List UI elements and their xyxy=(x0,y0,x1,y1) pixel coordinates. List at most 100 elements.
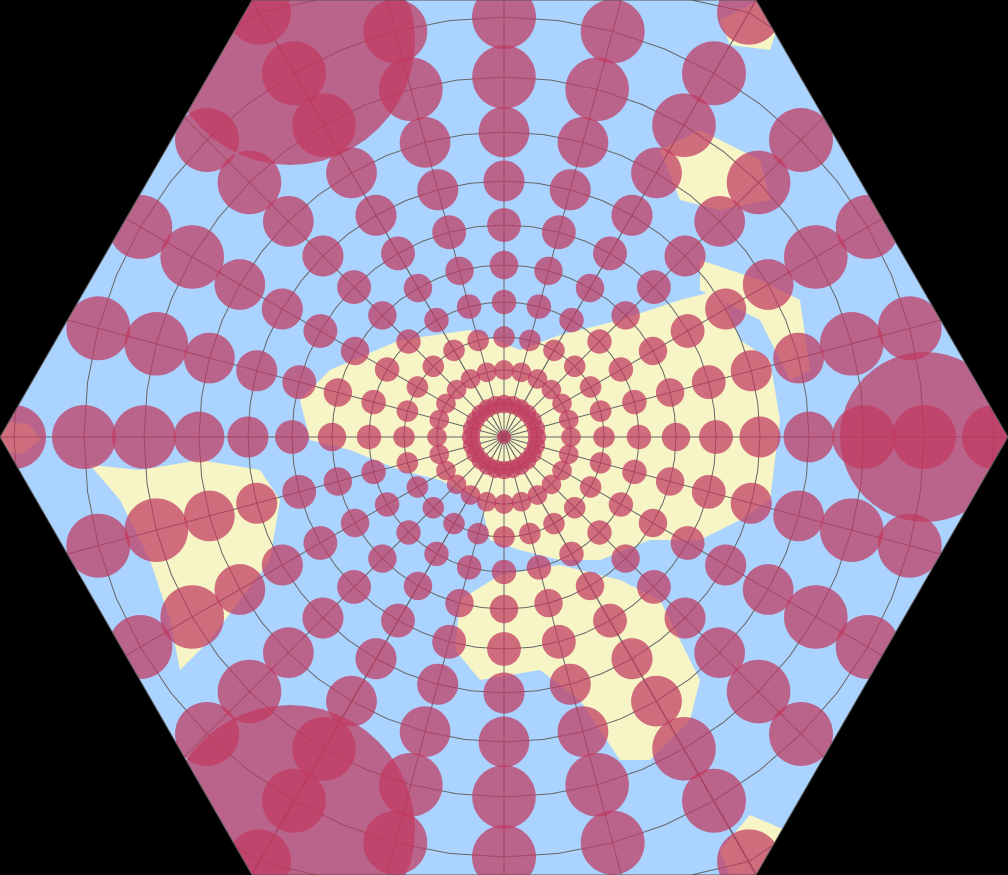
tissot-indicatrix xyxy=(494,494,514,514)
tissot-indicatrix xyxy=(608,357,634,382)
tissot-indicatrix xyxy=(691,475,726,509)
tissot-indicatrix xyxy=(730,350,772,392)
tissot-indicatrix xyxy=(489,250,519,280)
tissot-indicatrix xyxy=(664,235,706,277)
tissot-indicatrix xyxy=(217,150,282,215)
tissot-indicatrix xyxy=(214,564,266,615)
tissot-indicatrix xyxy=(443,512,465,535)
tissot-indicatrix xyxy=(275,420,309,454)
tissot-indicatrix xyxy=(638,508,668,538)
tissot-indicatrix xyxy=(589,452,612,474)
tissot-indicatrix xyxy=(527,485,548,505)
tissot-indicatrix xyxy=(282,365,317,399)
tissot-indicatrix xyxy=(631,147,682,199)
tissot-indicatrix xyxy=(356,424,382,450)
tissot-indicatrix xyxy=(670,314,705,348)
tissot-indicatrix xyxy=(472,45,536,109)
tissot-indicatrix xyxy=(655,378,685,407)
tissot-indicatrix xyxy=(558,409,579,430)
tissot-indicatrix xyxy=(491,559,517,585)
tissot-indicatrix xyxy=(303,314,338,348)
tissot-indicatrix xyxy=(399,706,451,757)
tissot-indicatrix xyxy=(429,409,450,430)
tissot-indicatrix xyxy=(361,389,386,415)
tissot-indicatrix xyxy=(282,475,317,509)
tissot-indicatrix xyxy=(406,476,429,498)
tissot-indicatrix xyxy=(575,273,605,303)
tissot-indicatrix xyxy=(417,663,459,705)
tissot-indicatrix xyxy=(184,332,235,384)
tissot-indicatrix xyxy=(493,326,515,348)
tissot-indicatrix xyxy=(511,362,532,383)
tissot-indicatrix xyxy=(742,259,794,310)
tissot-indicatrix xyxy=(494,360,514,380)
tissot-indicatrix xyxy=(631,675,682,727)
tissot-indicatrix xyxy=(381,603,415,638)
tissot-indicatrix xyxy=(361,459,386,485)
tissot-indicatrix xyxy=(173,411,225,463)
tissot-indicatrix xyxy=(472,825,536,875)
tissot-indicatrix xyxy=(374,357,400,382)
tissot-indicatrix xyxy=(622,389,647,415)
tissot-indicatrix xyxy=(542,624,576,659)
tissot-indicatrix xyxy=(773,332,824,384)
tissot-indicatrix xyxy=(355,638,397,680)
tissot-indicatrix xyxy=(491,289,517,315)
tissot-indicatrix xyxy=(527,369,548,389)
tissot-indicatrix xyxy=(302,235,344,277)
tissot-indicatrix xyxy=(472,765,536,829)
tissot-indicatrix xyxy=(565,57,629,122)
tissot-indicatrix xyxy=(664,597,706,639)
tissot-indicatrix xyxy=(526,294,552,319)
tissot-indicatrix xyxy=(541,379,562,400)
tissot-indicatrix xyxy=(403,571,433,601)
tissot-indicatrix xyxy=(217,659,282,724)
tissot-indicatrix xyxy=(593,603,627,638)
tissot-indicatrix xyxy=(422,355,444,377)
tissot-indicatrix xyxy=(489,594,519,624)
tissot-indicatrix xyxy=(446,474,467,495)
tissot-indicatrix xyxy=(497,430,511,444)
tissot-indicatrix xyxy=(445,588,474,618)
tissot-indicatrix xyxy=(263,196,314,247)
tissot-indicatrix xyxy=(66,296,131,361)
tissot-indicatrix xyxy=(0,405,46,469)
tissot-indicatrix xyxy=(396,400,419,422)
tissot-indicatrix xyxy=(784,225,848,289)
tissot-indicatrix xyxy=(160,585,224,649)
tissot-indicatrix xyxy=(456,555,482,580)
tissot-indicatrix xyxy=(476,491,497,512)
tissot-indicatrix xyxy=(589,400,612,422)
tissot-indicatrix xyxy=(472,0,536,49)
tissot-indicatrix xyxy=(424,307,449,333)
tissot-indicatrix xyxy=(236,350,278,392)
tissot-indicatrix xyxy=(705,544,747,586)
tissot-indicatrix xyxy=(564,355,586,377)
tissot-indicatrix xyxy=(460,485,481,505)
tissot-indicatrix xyxy=(819,498,884,562)
tissot-indicatrix xyxy=(773,490,824,542)
tissot-indicatrix xyxy=(124,498,189,562)
tissot-indicatrix xyxy=(699,420,733,454)
tissot-indicatrix xyxy=(557,117,609,168)
tissot-indicatrix xyxy=(580,810,645,875)
tissot-indicatrix xyxy=(263,627,314,678)
tissot-indicatrix xyxy=(783,411,835,463)
tissot-indicatrix xyxy=(840,352,1008,522)
tissot-indicatrix xyxy=(460,369,481,389)
tissot-indicatrix xyxy=(66,513,131,578)
tissot-indicatrix xyxy=(483,672,525,714)
tissot-indicatrix xyxy=(381,236,415,271)
tissot-indicatrix xyxy=(739,416,781,458)
tissot-indicatrix xyxy=(483,160,525,202)
tissot-indicatrix xyxy=(611,544,640,573)
tissot-indicatrix xyxy=(682,41,746,106)
tissot-indicatrix xyxy=(587,329,612,354)
tissot-indicatrix xyxy=(124,312,189,376)
tissot-indicatrix xyxy=(519,522,541,545)
tissot-indicatrix xyxy=(580,0,645,64)
tissot-indicatrix xyxy=(564,497,586,519)
tissot-indicatrix xyxy=(542,215,576,250)
tissot-indicatrix xyxy=(682,768,746,833)
tissot-indicatrix xyxy=(368,301,397,330)
